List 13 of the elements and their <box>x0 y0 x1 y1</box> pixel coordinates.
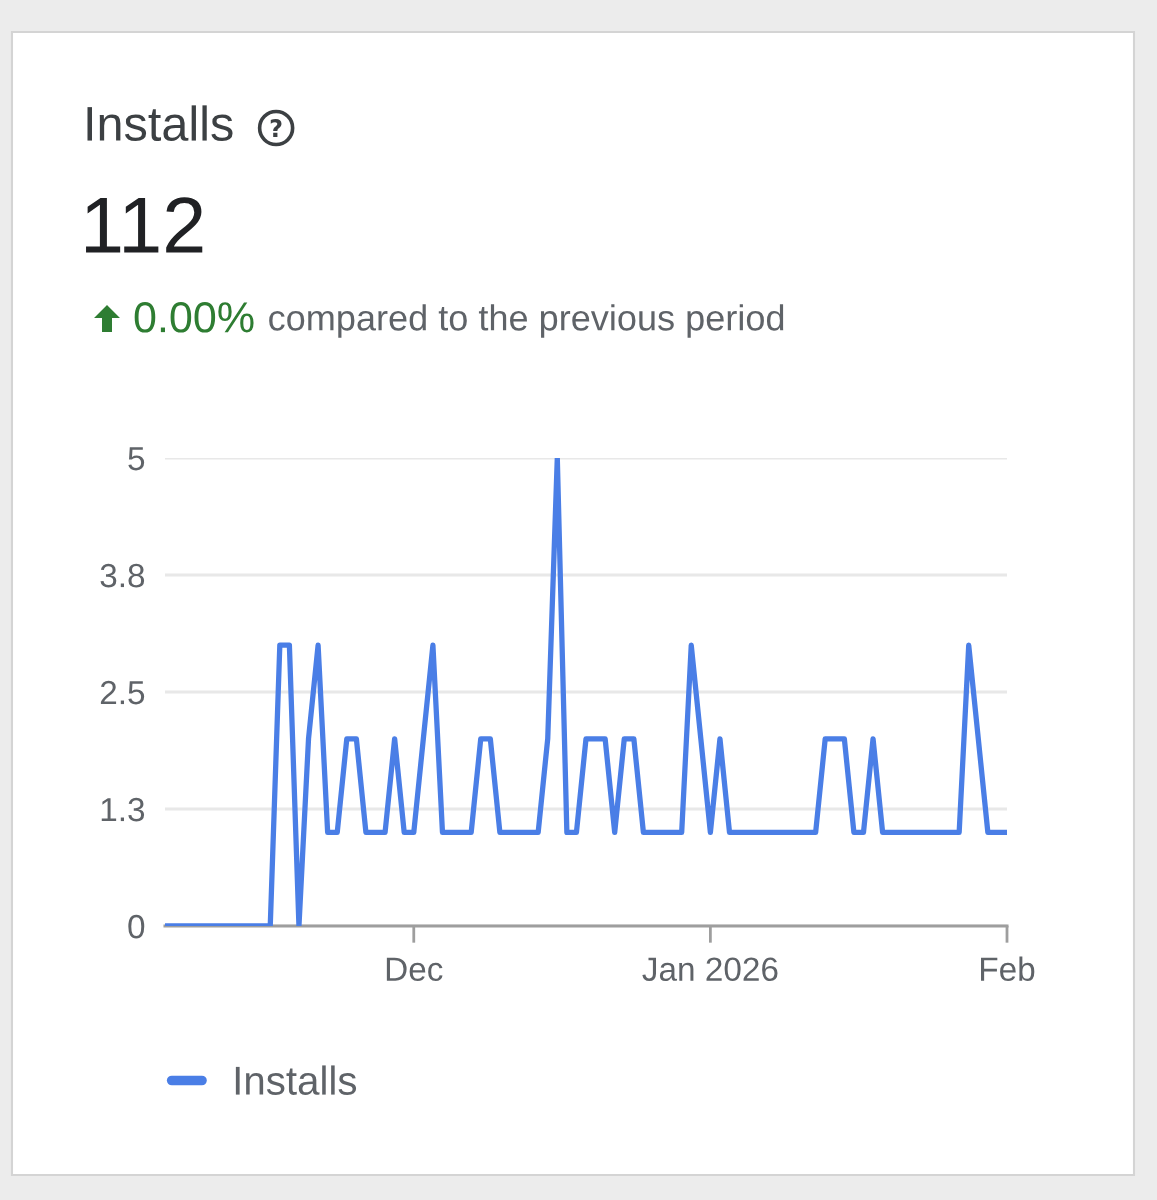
x-tick-label: Jan 2026 <box>642 957 778 982</box>
text: 0.00% <box>134 302 254 333</box>
legend-label: Installs <box>235 1065 357 1095</box>
chart-title: Installs <box>87 105 233 142</box>
y-tick-label: 3.8 <box>100 563 145 588</box>
x-tick-label: Dec <box>386 957 443 982</box>
x-tick-label: Feb <box>981 956 1035 982</box>
y-tick-label: 2.5 <box>100 680 145 705</box>
chart-subtitle: 112 <box>86 197 203 253</box>
text: compared to the previous period <box>269 304 784 338</box>
y-tick-label: 5 <box>128 447 145 471</box>
y-tick-label: 0 <box>128 914 145 939</box>
y-tick-label: 1.3 <box>101 797 145 822</box>
